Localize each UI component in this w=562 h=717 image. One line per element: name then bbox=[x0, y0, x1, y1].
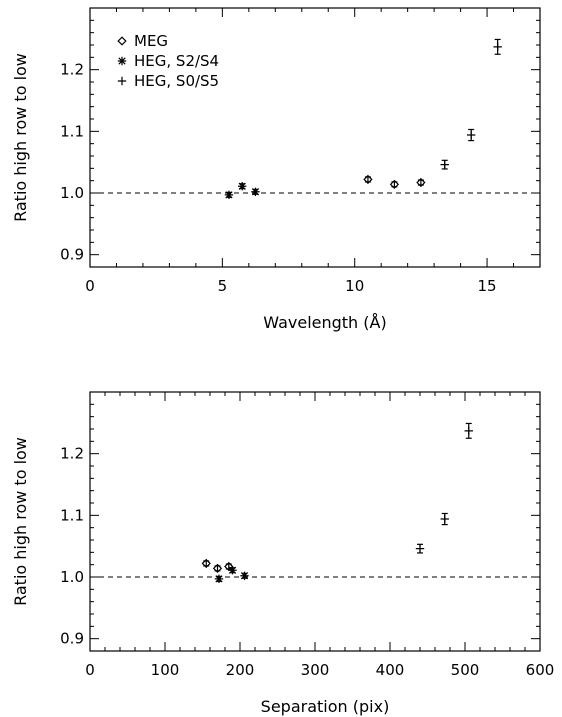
x-tick-label: 5 bbox=[218, 277, 228, 295]
data-point-diamond bbox=[201, 558, 211, 569]
x-tick-label: 400 bbox=[376, 661, 405, 679]
y-tick-label: 0.9 bbox=[60, 246, 84, 264]
data-point-asterisk bbox=[224, 190, 234, 200]
x-tick-label: 600 bbox=[526, 661, 555, 679]
separation-panel: 0 100 200 300 400 500 600 0.9 1.0 1.1 1.2 Separatio… bbox=[11, 391, 555, 716]
data-point-diamond bbox=[363, 174, 373, 185]
y-tick-label: 1.0 bbox=[60, 568, 84, 586]
data-point-asterisk bbox=[238, 182, 247, 191]
data-point-diamond bbox=[389, 179, 400, 190]
x-tick-label: 100 bbox=[151, 661, 180, 679]
y-tick-label: 1.0 bbox=[60, 184, 84, 202]
x-axis-title: Wavelength (Å) bbox=[263, 313, 386, 332]
y-tick-label: 1.2 bbox=[60, 445, 84, 463]
data-point-asterisk bbox=[214, 574, 224, 584]
data-point-diamond bbox=[212, 563, 223, 574]
data-point-plus bbox=[466, 130, 476, 140]
x-tick-label: 0 bbox=[85, 277, 95, 295]
data-point-plus bbox=[440, 514, 449, 524]
x-tick-label: 200 bbox=[226, 661, 255, 679]
x-tick-label: 0 bbox=[85, 661, 95, 679]
data-point-plus bbox=[440, 160, 449, 169]
data-point-plus bbox=[464, 426, 473, 436]
data-point-plus bbox=[415, 544, 425, 553]
legend-label: HEG, S2/S4 bbox=[134, 52, 219, 70]
legend-marker-diamond bbox=[117, 36, 127, 46]
x-axis-title: Separation (pix) bbox=[261, 697, 390, 716]
y-tick-label: 0.9 bbox=[60, 630, 84, 648]
data-point-asterisk bbox=[240, 571, 249, 580]
data-point-plus bbox=[493, 42, 502, 52]
plot-frame bbox=[89, 7, 541, 268]
data-point-asterisk bbox=[251, 187, 260, 196]
wavelength-panel: 0 5 10 15 0.9 1.0 1.1 1.2 Wavelength (Å) Ratio hi… bbox=[11, 7, 541, 332]
legend-marker-plus bbox=[117, 76, 127, 86]
x-tick-label: 10 bbox=[345, 277, 364, 295]
y-axis-title: Ratio high row to low bbox=[11, 437, 30, 606]
x-tick-label: 300 bbox=[301, 661, 330, 679]
y-axis-title: Ratio high row to low bbox=[11, 53, 30, 222]
data-point-asterisk bbox=[228, 566, 237, 575]
legend-label: MEG bbox=[134, 32, 168, 50]
legend-label: HEG, S0/S5 bbox=[134, 72, 219, 90]
y-tick-label: 1.2 bbox=[60, 61, 84, 79]
x-tick-label: 500 bbox=[451, 661, 480, 679]
x-tick-label: 15 bbox=[478, 277, 497, 295]
legend-marker-asterisk bbox=[117, 56, 127, 66]
data-point-diamond bbox=[416, 177, 426, 188]
y-tick-label: 1.1 bbox=[60, 122, 84, 140]
y-tick-label: 1.1 bbox=[60, 506, 84, 524]
